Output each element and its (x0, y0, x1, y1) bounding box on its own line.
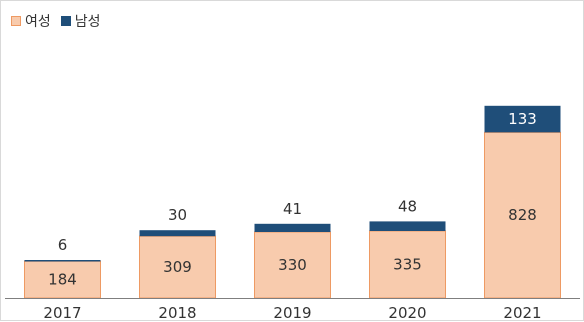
bar-male-2018 (139, 230, 216, 237)
data-label-male-2018: 30 (168, 206, 187, 224)
data-label-male-2021: 133 (508, 110, 537, 128)
x-tick-label-2018: 2018 (158, 304, 196, 322)
legend-item-female: 여성 (11, 11, 51, 31)
bar-male-2021 (484, 105, 561, 133)
data-label-female-2019: 330 (278, 256, 307, 274)
data-label-male-2017: 6 (58, 236, 68, 254)
data-label-female-2018: 309 (163, 258, 192, 276)
bar-female-2017 (24, 260, 101, 299)
legend-item-male: 남성 (60, 11, 101, 31)
bar-female-2019 (254, 231, 331, 299)
data-label-female-2020: 335 (393, 256, 422, 274)
data-label-male-2019: 41 (283, 200, 302, 218)
legend: 여성 남성 (11, 11, 101, 31)
bar-male-2019 (254, 223, 331, 232)
data-label-female-2021: 828 (508, 206, 537, 224)
bar-male-2020 (369, 221, 446, 231)
legend-label-female: 여성 (25, 14, 51, 30)
bar-female-2020 (369, 230, 446, 299)
x-tick-label-2019: 2019 (273, 304, 311, 322)
legend-swatch-male (60, 16, 71, 26)
bar-male-2017 (24, 260, 101, 262)
legend-swatch-female (11, 16, 21, 26)
x-tick-label-2017: 2017 (43, 304, 81, 322)
x-tick-label-2020: 2020 (388, 304, 426, 322)
x-tick-label-2021: 2021 (503, 304, 541, 322)
data-label-male-2020: 48 (398, 197, 417, 215)
legend-label-male: 남성 (74, 14, 101, 30)
data-label-female-2017: 184 (48, 271, 77, 289)
bar-female-2021 (484, 131, 561, 299)
